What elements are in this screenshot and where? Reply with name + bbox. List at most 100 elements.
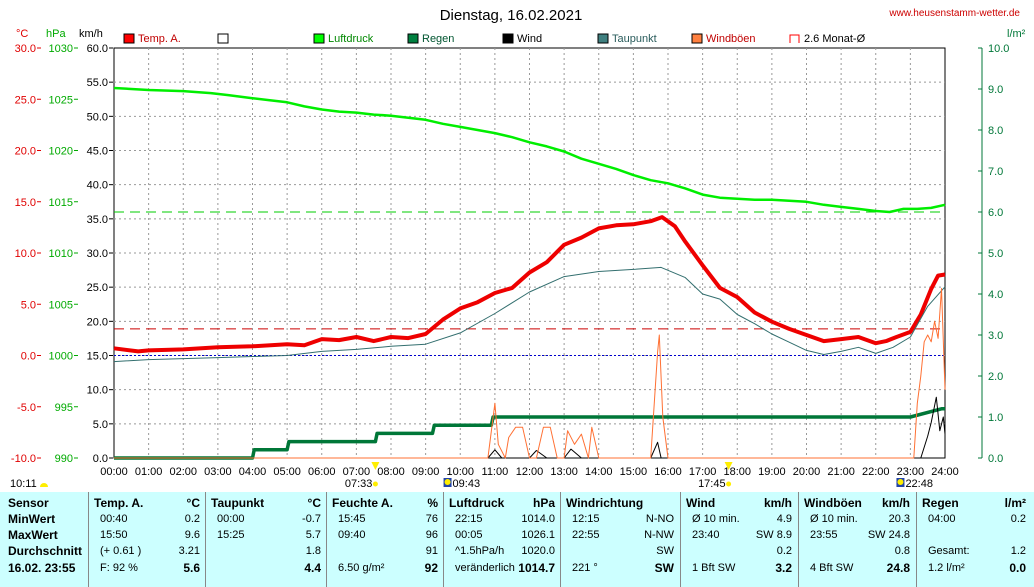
dew-cur-value: 4.4 (304, 561, 321, 575)
stats-panel (0, 492, 1034, 587)
press-avg-label: ^1.5hPa/h (455, 545, 505, 557)
x-tick-label: 07:00 (343, 466, 371, 478)
rain-avg-label: Gesamt: (928, 545, 970, 557)
x-tick-label: 05:00 (273, 466, 301, 478)
wind-tick-label: 5.0 (93, 419, 108, 431)
dew-max-value: 5.7 (305, 529, 321, 541)
dew-max-label: 15:25 (217, 529, 245, 541)
x-tick-label: 09:00 (412, 466, 440, 478)
rain-tick-label: 6.0 (988, 207, 1003, 219)
unit-press: hPa (46, 28, 66, 40)
temp-max-label: 15:50 (100, 529, 128, 541)
rain-tick-label: 8.0 (988, 125, 1003, 137)
column-separator (798, 492, 799, 587)
wdir-avg-value: SW (656, 545, 674, 557)
rain-cur-label: 1.2 l/m² (928, 562, 965, 574)
column-separator (916, 492, 917, 587)
x-tick-label: 24:00 (931, 466, 959, 478)
wdir-cur-value: SW (654, 561, 674, 575)
press-tick-label: 1020 (49, 146, 73, 158)
dew-unit: °C (307, 496, 321, 510)
rain-tick-label: 9.0 (988, 84, 1003, 96)
wdir-max-value: N-NW (644, 529, 674, 541)
temp-tick-label: 25.0 (15, 94, 36, 106)
reference-lines (114, 211, 945, 356)
x-tick-label: 08:00 (377, 466, 405, 478)
row-label-avg: Durchschnitt (8, 544, 83, 558)
gust-avg-value: 0.8 (894, 545, 910, 557)
press-tick-label: 1000 (49, 351, 73, 363)
weather-chart: 30.0 25.0 20.0 15.0 10.0 5.0 0.0 -5.0 -10.0 1030 1… (10, 7, 1026, 490)
event-sunset: 17:45 (698, 478, 726, 490)
series-line (114, 396, 946, 459)
x-tick-label: 03:00 (204, 466, 232, 478)
temp-unit: °C (186, 496, 200, 510)
wind-cur-value: 3.2 (775, 561, 792, 575)
rain-unit: l/m² (1004, 496, 1026, 510)
column-separator (88, 492, 89, 587)
rain-cur-value: 0.0 (1009, 561, 1026, 575)
row-label-min: MinWert (8, 512, 56, 526)
wdir-header: Windrichtung (566, 496, 644, 510)
unit-temp: °C (16, 28, 28, 40)
press-tick-label: 1025 (49, 94, 73, 106)
temp-cur-label: F: 92 % (100, 562, 138, 574)
press-unit: hPa (532, 496, 555, 510)
press-max-label: 00:05 (455, 529, 483, 541)
temp-avg-value: 3.21 (178, 545, 200, 557)
wind-avg-value: 0.2 (776, 545, 792, 557)
legend-label: Temp. A. (138, 33, 181, 45)
rain-tick-label: 0.0 (988, 453, 1003, 465)
event-moon: 22:48 (905, 478, 933, 490)
column-separator (443, 492, 444, 587)
moon-icon-glyph (444, 479, 451, 485)
press-tick-label: 1015 (49, 197, 73, 209)
series-line (113, 86, 946, 214)
x-tick-label: 18:00 (723, 466, 751, 478)
legend-label: 2.6 Monat-Ø (804, 33, 866, 45)
legend-label: Taupunkt (612, 33, 657, 45)
wind-header: Wind (686, 496, 716, 510)
wind-tick-label: 50.0 (87, 111, 108, 123)
x-tick-label: 16:00 (654, 466, 682, 478)
temp-tick-label: 30.0 (15, 43, 36, 55)
chart-title: Dienstag, 16.02.2021 (440, 7, 583, 24)
x-tick-label: 02:00 (169, 466, 197, 478)
x-tick-label: 04:00 (239, 466, 267, 478)
hum-max-value: 96 (425, 529, 438, 541)
gust-min-label: Ø 10 min. (810, 513, 858, 525)
wind-tick-label: 30.0 (87, 248, 108, 260)
temp-tick-label: 0.0 (21, 351, 36, 363)
temp-min-value: 0.2 (184, 513, 200, 525)
wind-tick-label: 55.0 (87, 77, 108, 89)
row-label-date: 16.02. 23:55 (8, 561, 76, 575)
press-tick-label: 995 (55, 402, 73, 414)
legend-swatch (407, 33, 419, 44)
row-label-max: MaxWert (8, 528, 58, 542)
x-tick-label: 12:00 (516, 466, 544, 478)
x-tick-label: 01:00 (135, 466, 163, 478)
hum-avg-value: 91 (425, 545, 438, 557)
website-label[interactable]: www.heusenstamm-wetter.de (888, 8, 1020, 19)
temp-header: Temp. A. (94, 496, 144, 510)
wdir-cur-label: 221 ° (572, 562, 598, 574)
column-separator (680, 492, 681, 587)
rain-tick-label: 5.0 (988, 248, 1003, 260)
chart-axes: 30.0 25.0 20.0 15.0 10.0 5.0 0.0 -5.0 -10.0 1030 1… (10, 43, 1009, 490)
wind-max-label: 23:40 (692, 529, 720, 541)
temp-tick-label: -5.0 (17, 402, 36, 414)
series-line (113, 215, 946, 354)
press-min-label: 22:15 (455, 513, 483, 525)
press-tick-label: 1030 (49, 43, 73, 55)
x-tick-label: 13:00 (550, 466, 578, 478)
rain-tick-label: 4.0 (988, 289, 1003, 301)
press-header: Luftdruck (449, 496, 505, 510)
hum-min-value: 76 (425, 513, 438, 525)
x-tick-label: 11:00 (482, 466, 509, 478)
temp-tick-label: 20.0 (15, 146, 36, 158)
event-moon: 09:43 (453, 478, 481, 490)
temp-tick-label: -10.0 (11, 453, 36, 465)
legend-swatch (217, 33, 229, 44)
hum-cur-label: 6.50 g/m² (338, 562, 385, 574)
sun-dot-icon (372, 481, 378, 487)
